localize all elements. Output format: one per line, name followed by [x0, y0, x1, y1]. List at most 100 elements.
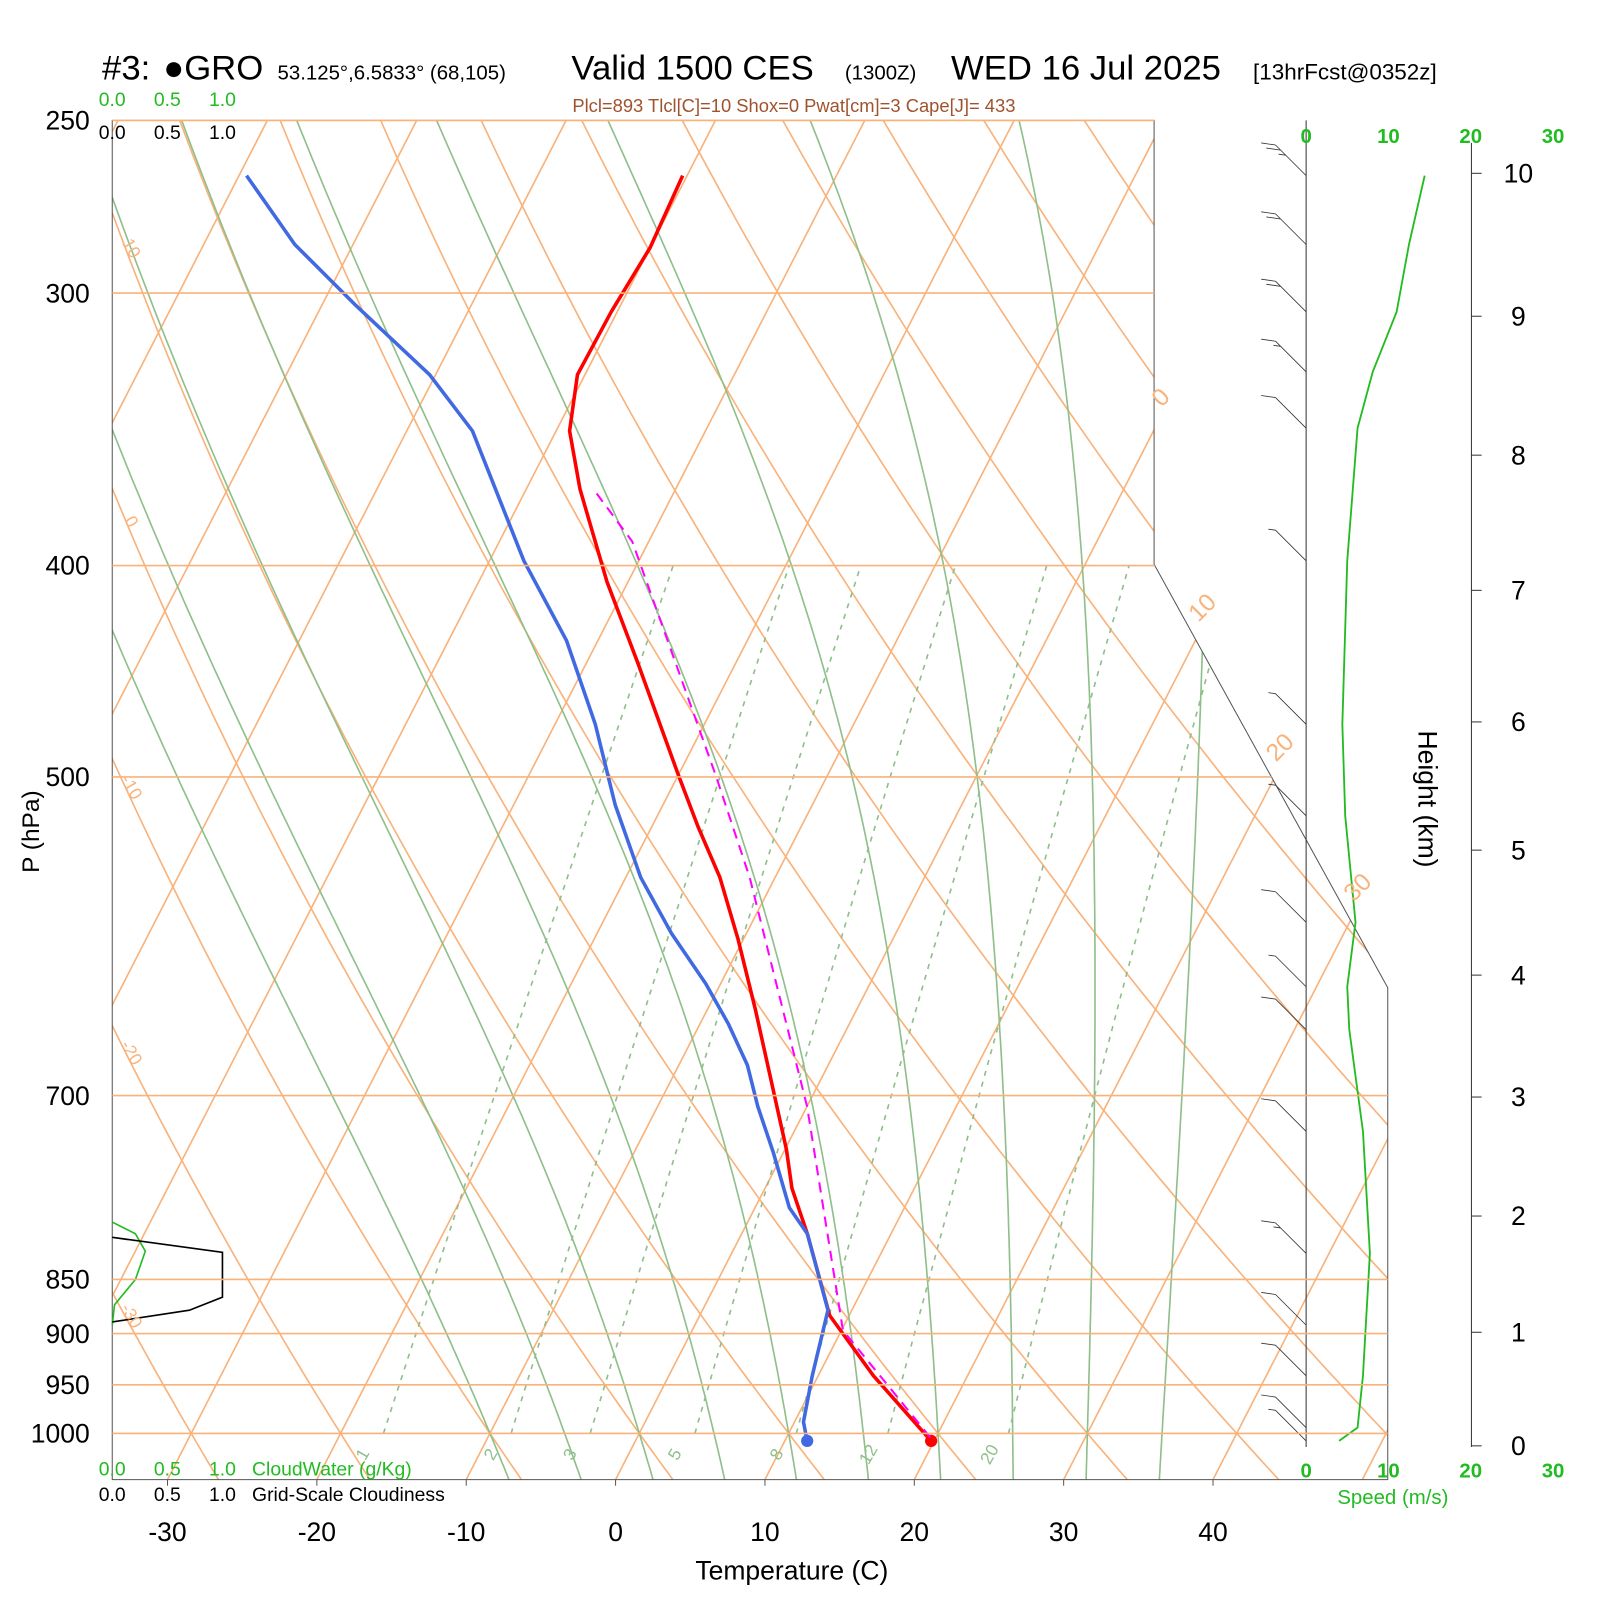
moist-adiabat: [112, 120, 510, 1480]
y-tick-label: 850: [46, 1265, 90, 1295]
isotherm: [166, 120, 866, 1480]
chart-subtitle: Plcl=893 Tlcl[C]=10 Shox=0 Pwat[cm]=3 Ca…: [572, 95, 1015, 116]
height-axis-title: Height (km): [1412, 730, 1442, 867]
wind-barb: [1261, 1292, 1307, 1326]
height-tick-label: 9: [1511, 301, 1526, 331]
isotherm: [913, 120, 1388, 1480]
speed-axis-title: Speed (m/s): [1337, 1487, 1448, 1509]
isotherm: [1212, 120, 1388, 1480]
cloudwater-line: [111, 1221, 147, 1326]
cloud-axis-title: Grid-Scale Cloudiness: [252, 1484, 445, 1506]
profile-line: [592, 488, 931, 1438]
isotherm: [112, 120, 269, 1480]
x-tick-label: 30: [1049, 1517, 1079, 1547]
y-tick-label: 400: [46, 551, 90, 581]
wind-barb: [1268, 1408, 1307, 1442]
chart-title: 53.125°,6.5833° (68,105): [278, 63, 506, 85]
wind-barb: [1268, 528, 1307, 562]
cloud-tick-label: 0.5: [154, 1484, 181, 1506]
wind-barb: [1261, 338, 1307, 373]
dry-adiabat: [480, 120, 1388, 1480]
y-tick-label: 500: [46, 762, 90, 792]
height-tick-label: 3: [1511, 1082, 1526, 1112]
chart-title: [13hrFcst@0352z]: [1253, 60, 1437, 85]
dry-adiabat: [112, 120, 220, 1480]
isotherm: [465, 120, 1165, 1480]
x-tick-label: -20: [298, 1517, 336, 1547]
cloud-tick-label: 1.0: [209, 1459, 236, 1481]
isotherm: [112, 120, 418, 1480]
x-tick-label: 0: [608, 1517, 623, 1547]
moist-adiabat: [295, 120, 798, 1480]
height-tick-label: 1: [1511, 1317, 1526, 1347]
height-tick-label: 8: [1511, 440, 1526, 470]
chart-title: WED 16 Jul 2025: [951, 50, 1221, 88]
dry-adiabat: [782, 120, 1388, 1480]
y-axis-title: P (hPa): [18, 790, 45, 873]
y-tick-label: 950: [46, 1370, 90, 1400]
wind-barb: [1261, 142, 1307, 176]
moist-adiabat: [180, 120, 726, 1480]
height-tick-label: 5: [1511, 835, 1526, 865]
dry-adiabat: [112, 120, 371, 1480]
y-tick-label: 1000: [31, 1419, 90, 1449]
chart-title: ●GRO: [163, 50, 263, 88]
dry-adiabat: [112, 120, 674, 1480]
x-tick-label: -30: [148, 1517, 186, 1547]
wind-barb: [1268, 692, 1307, 725]
dry-adiabat: [581, 120, 1388, 1480]
y-tick-label: 900: [46, 1319, 90, 1349]
speed-tick-label: 30: [1542, 126, 1565, 148]
cloud-tick-label: 0.0: [99, 1459, 126, 1481]
isotherm: [112, 120, 717, 1480]
cloud-tick-label: 0.5: [154, 122, 181, 144]
y-tick-label: 700: [46, 1081, 90, 1111]
moist-adiabat: [112, 120, 582, 1480]
surface-point: [925, 1434, 938, 1448]
height-tick-label: 10: [1504, 158, 1534, 188]
wind-barb: [1261, 395, 1307, 429]
dry-adiabat: [379, 120, 1280, 1480]
dry-adiabat: [279, 120, 1128, 1480]
chart-title: Valid 1500 CES: [571, 50, 813, 88]
height-tick-label: 0: [1511, 1431, 1526, 1461]
isotherm: [316, 120, 1015, 1480]
wind-barb: [1261, 278, 1307, 313]
chart-title: #3:: [102, 50, 150, 88]
moist-adiabat: [607, 120, 942, 1480]
speed-tick-label: 0: [1300, 1461, 1311, 1483]
cloudiness-line: [112, 1236, 224, 1323]
profile-line: [245, 174, 830, 1442]
wind-barb: [1261, 1342, 1307, 1377]
wind-barb: [1261, 1394, 1307, 1428]
x-tick-label: -10: [447, 1517, 485, 1547]
speed-tick-label: 0: [1300, 126, 1311, 148]
height-tick-label: 4: [1511, 960, 1526, 990]
wind-barb: [1261, 1098, 1307, 1132]
y-tick-label: 250: [46, 106, 90, 136]
height-tick-label: 6: [1511, 707, 1526, 737]
dry-adiabat: [112, 120, 523, 1480]
wind-barb: [1261, 211, 1307, 245]
x-tick-label: 20: [900, 1517, 930, 1547]
chart-title: (1300Z): [845, 63, 916, 85]
dry-adiabat: [681, 120, 1388, 1480]
data-layer: [111, 142, 1426, 1448]
wind-barb: [1261, 996, 1307, 1030]
moist-adiabat: [1018, 120, 1096, 1480]
dry-adiabat: [112, 120, 825, 1480]
cloud-tick-label: 1.0: [209, 122, 236, 144]
speed-tick-label: 10: [1377, 126, 1400, 148]
height-tick-label: 2: [1511, 1201, 1526, 1231]
x-tick-label: 40: [1198, 1517, 1228, 1547]
moist-adiabat: [809, 120, 1014, 1480]
x-axis-title: Temperature (C): [695, 1556, 888, 1586]
wind-speed-line: [1338, 175, 1426, 1442]
cloud-tick-label: 0.0: [99, 89, 126, 111]
cloud-tick-label: 0.0: [99, 122, 126, 144]
dry-adiabat: [882, 120, 1388, 1480]
cloud-tick-label: 0.5: [154, 89, 181, 111]
